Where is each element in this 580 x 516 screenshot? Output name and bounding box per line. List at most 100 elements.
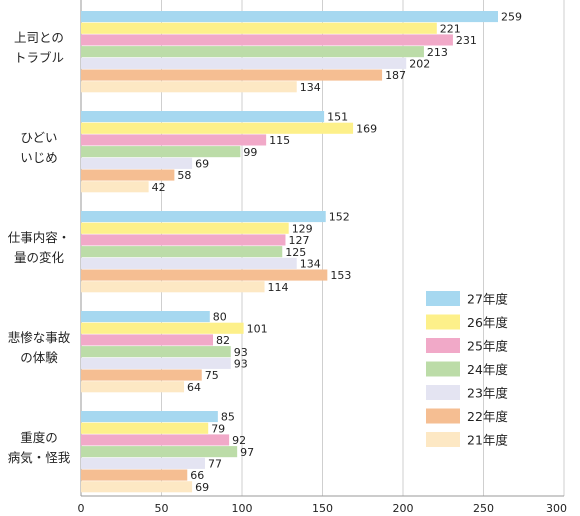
- data-label: 85: [221, 411, 235, 424]
- data-label: 125: [285, 246, 306, 259]
- bar: [81, 234, 286, 246]
- data-label: 213: [427, 46, 448, 59]
- bar: [81, 157, 193, 169]
- x-tick-label: 200: [393, 502, 414, 515]
- data-label: 75: [205, 369, 219, 382]
- data-label: 99: [243, 146, 257, 159]
- legend-label: 25年度: [467, 339, 508, 354]
- category-label: 重度の病気・怪我: [8, 430, 71, 465]
- category-label: 仕事内容・量の変化: [8, 230, 71, 265]
- data-label: 93: [234, 346, 248, 359]
- bar: [81, 46, 424, 58]
- bar: [81, 134, 267, 146]
- data-label: 69: [195, 158, 209, 171]
- category-label: ひどいいじめ: [20, 130, 58, 165]
- bar: [81, 346, 231, 358]
- bar: [81, 446, 238, 458]
- data-label: 153: [330, 269, 351, 282]
- legend-swatch: [426, 338, 460, 353]
- data-label: 127: [288, 234, 309, 247]
- bar: [81, 169, 175, 181]
- bar: [81, 11, 498, 23]
- bar: [81, 481, 193, 493]
- data-label: 129: [292, 222, 313, 235]
- data-label: 58: [177, 169, 191, 182]
- bar: [81, 357, 231, 369]
- legend-swatch: [426, 432, 460, 447]
- data-label: 93: [234, 358, 248, 371]
- bar: [81, 334, 214, 346]
- data-label: 92: [232, 434, 246, 447]
- bar: [81, 311, 210, 323]
- legend-label: 21年度: [467, 433, 508, 448]
- bar: [81, 57, 407, 69]
- bars: [81, 11, 498, 493]
- x-tick-label: 0: [78, 502, 85, 515]
- legend-label: 24年度: [467, 362, 508, 377]
- legend: 27年度 26年度 25年度 24年度 23年度 22年度 21年度: [426, 291, 508, 448]
- legend-swatch: [426, 408, 460, 424]
- legend-swatch: [426, 385, 460, 400]
- bar: [81, 146, 241, 158]
- bar: [81, 422, 209, 434]
- data-label: 151: [327, 111, 348, 124]
- data-label: 134: [300, 81, 321, 94]
- legend-swatch: [426, 314, 460, 330]
- data-label: 42: [152, 181, 166, 194]
- legend-swatch: [426, 361, 460, 377]
- bar: [81, 181, 149, 193]
- bar: [81, 111, 325, 123]
- data-label: 169: [356, 122, 377, 135]
- bar: [81, 222, 289, 234]
- bar: [81, 369, 202, 381]
- bar: [81, 69, 383, 81]
- data-label: 187: [385, 69, 406, 82]
- x-tick-label: 250: [473, 502, 494, 515]
- x-tick-label: 300: [546, 502, 567, 515]
- bar: [81, 434, 230, 446]
- bar: [81, 381, 185, 393]
- data-label: 134: [300, 258, 321, 271]
- bar: [81, 22, 437, 34]
- x-tick-label: 50: [155, 502, 169, 515]
- legend-label: 23年度: [467, 386, 508, 401]
- data-label: 97: [240, 446, 254, 459]
- data-label: 202: [409, 58, 430, 71]
- x-tick-label: 100: [232, 502, 253, 515]
- category-label: 上司とのトラブル: [14, 30, 64, 65]
- bar: [81, 411, 218, 423]
- data-label: 259: [501, 11, 522, 24]
- category-label: 悲惨な事故の体験: [8, 330, 71, 365]
- data-label: 77: [208, 458, 222, 471]
- bar: [81, 257, 297, 269]
- data-label: 115: [269, 134, 290, 147]
- bar: [81, 322, 244, 334]
- legend-swatch: [426, 291, 460, 306]
- data-label: 152: [329, 211, 350, 224]
- data-label: 101: [247, 322, 268, 335]
- bar: [81, 269, 328, 281]
- bar: [81, 457, 205, 469]
- x-tick-label: 150: [312, 502, 333, 515]
- data-label: 69: [195, 481, 209, 494]
- bar: [81, 281, 265, 293]
- bar: [81, 211, 326, 223]
- data-label: 221: [440, 22, 461, 35]
- data-label: 114: [268, 281, 289, 294]
- legend-label: 22年度: [467, 409, 508, 424]
- data-label: 231: [456, 34, 477, 47]
- legend-label: 27年度: [467, 292, 508, 307]
- data-label: 66: [190, 469, 204, 482]
- bar: [81, 122, 354, 134]
- legend-label: 26年度: [467, 315, 508, 330]
- data-label: 80: [213, 311, 227, 324]
- bar: [81, 34, 453, 46]
- bar: [81, 246, 283, 258]
- data-label: 64: [187, 381, 201, 394]
- bar: [81, 81, 297, 93]
- bar: [81, 469, 188, 481]
- data-label: 82: [216, 334, 230, 347]
